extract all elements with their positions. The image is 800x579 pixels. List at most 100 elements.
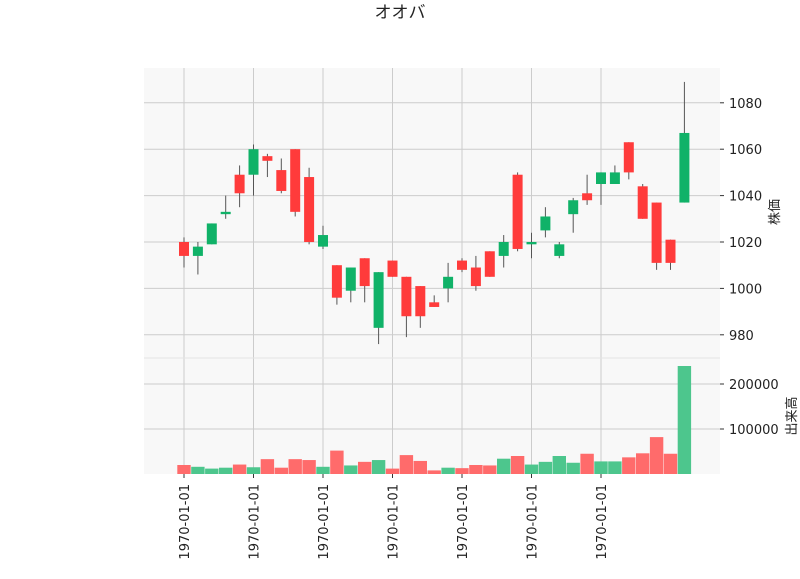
x-tick-label: 1970-01-01 — [595, 484, 610, 560]
candle-body — [554, 244, 565, 256]
candle-body — [512, 174, 523, 249]
volume-bar — [330, 450, 344, 474]
candle-up — [498, 235, 509, 268]
candle-up — [526, 232, 537, 259]
candle-body — [526, 242, 537, 245]
candle-body — [679, 132, 690, 203]
volume-tick-label: 100000 — [729, 423, 779, 438]
price-tick-label: 1080 — [729, 97, 762, 112]
volume-bar — [246, 467, 261, 474]
volume-bar — [455, 468, 469, 474]
candle-down — [276, 158, 287, 194]
volume-bar — [260, 459, 275, 474]
volume-axis-ticks: 100000 200000 — [720, 378, 779, 438]
volume-bar — [566, 462, 580, 474]
candle-down — [234, 165, 245, 208]
volume-bar — [524, 464, 539, 474]
candle-body — [609, 172, 620, 184]
x-axis-ticks: 1970-01-01 1970-01-01 1970-01-01 1970-01-01… — [178, 474, 610, 560]
volume-panel-background — [144, 358, 720, 474]
volume-bar — [622, 457, 636, 474]
volume-bar — [413, 460, 427, 474]
candle-body — [623, 142, 634, 173]
chart-title: オオバ — [375, 3, 426, 23]
candle-down — [665, 239, 676, 270]
candle-body — [498, 242, 509, 256]
volume-bar — [483, 465, 497, 474]
candle-down — [262, 153, 273, 178]
x-tick-label: 1970-01-01 — [456, 484, 471, 560]
candle-down — [651, 202, 662, 270]
candle-body — [206, 223, 217, 245]
candle-up — [568, 197, 579, 233]
candle-down — [179, 237, 189, 268]
candle-body — [192, 246, 203, 256]
candle-up — [345, 267, 356, 303]
candle-body — [540, 216, 551, 231]
volume-bar — [636, 453, 650, 474]
candle-body — [387, 260, 398, 277]
volume-bar — [399, 455, 414, 474]
volume-bar — [497, 458, 511, 474]
candle-down — [457, 258, 467, 273]
candle-body — [345, 267, 356, 291]
volume-bar — [663, 453, 678, 474]
volume-bar — [232, 464, 247, 474]
volume-bar — [288, 459, 302, 474]
candle-up — [609, 165, 620, 184]
volume-bar — [177, 465, 191, 474]
grid-layer — [144, 68, 720, 474]
candle-body — [457, 260, 467, 270]
volume-bar — [385, 468, 400, 474]
price-tick-label: 1020 — [729, 236, 762, 251]
volume-bar — [510, 456, 525, 474]
candle-down — [415, 286, 426, 328]
candle-up — [596, 172, 606, 205]
candles — [179, 81, 690, 345]
candle-up — [679, 81, 690, 203]
candle-up — [192, 242, 203, 275]
candle-down — [623, 142, 634, 180]
volume-bar — [441, 467, 455, 474]
price-tick-label: 1000 — [729, 282, 762, 297]
price-panel-background — [144, 68, 720, 358]
candle-body — [582, 193, 593, 201]
candle-down — [637, 184, 648, 219]
candle-body — [470, 267, 481, 287]
candle-body — [290, 149, 301, 212]
candle-body — [401, 276, 412, 317]
volume-bar — [594, 461, 608, 474]
x-tick-label: 1970-01-01 — [526, 484, 541, 560]
candle-down — [470, 255, 481, 291]
candle-body — [443, 276, 454, 289]
candle-up — [248, 144, 259, 196]
candle-body — [248, 149, 259, 175]
candle-up — [443, 262, 454, 303]
x-tick-label: 1970-01-01 — [387, 484, 402, 560]
candle-body — [318, 235, 328, 247]
candle-body — [276, 170, 287, 191]
price-axis-label: 株価 — [768, 199, 783, 225]
candle-body — [637, 186, 648, 219]
candle-down — [582, 174, 593, 205]
volume-axis-label: 出来高 — [784, 396, 800, 435]
price-axis-ticks: 980 1000 1020 1040 1060 1080 — [720, 97, 762, 344]
volume-bar — [427, 470, 441, 474]
candle-up — [373, 272, 384, 345]
volume-bar — [580, 453, 594, 474]
volume-bar — [302, 460, 316, 474]
candle-down — [304, 167, 315, 245]
x-tick-label: 1970-01-01 — [317, 484, 332, 560]
candle-body — [359, 258, 370, 287]
volume-bar — [191, 466, 205, 474]
candle-up — [318, 225, 328, 249]
candle-body — [484, 251, 495, 277]
volume-bar — [371, 460, 386, 474]
candle-down — [387, 260, 398, 277]
price-tick-label: 980 — [729, 329, 754, 344]
candle-down — [290, 149, 301, 217]
candle-up — [554, 242, 565, 259]
candle-up — [220, 195, 231, 219]
